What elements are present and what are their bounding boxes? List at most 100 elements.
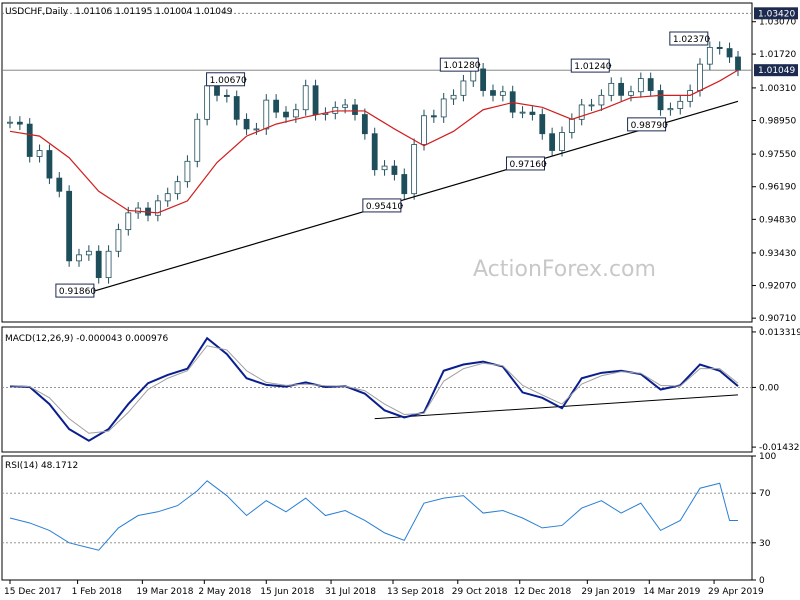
x-tick-label: 12 Dec 2018	[514, 587, 572, 597]
candle-body	[16, 121, 23, 125]
candle-body	[667, 108, 674, 111]
macd-tick-label: 0.00	[759, 383, 779, 393]
candle-body	[578, 104, 585, 120]
panel-frames	[1, 2, 753, 581]
price-tick-label: 0.96190	[759, 183, 796, 193]
candle-body	[194, 118, 201, 162]
panel-frame-price	[1, 2, 753, 323]
panel-frame-macd	[1, 326, 753, 453]
rsi-tick-label: 100	[759, 452, 776, 462]
candle-body	[66, 190, 73, 262]
candle-body	[7, 121, 13, 124]
candle-body	[706, 46, 713, 65]
macd-series-macd	[9, 336, 739, 442]
annotation-label: 0.95410	[366, 202, 403, 212]
reference-label-box	[754, 7, 798, 20]
candle-body	[174, 181, 181, 195]
candle-body	[95, 250, 102, 279]
candle-body	[697, 63, 703, 91]
x-axis: 15 Dec 2017 1 Feb 2018 19 Mar 2018 2 May 20…	[4, 580, 764, 597]
price-tick-label: 0.92070	[759, 282, 796, 292]
candle-body	[233, 96, 240, 120]
candle-body	[588, 104, 595, 107]
reference-lines	[2, 12, 752, 71]
candle-body	[154, 200, 161, 216]
annotation-box	[570, 58, 610, 73]
x-tick-label: 19 Mar 2018	[136, 587, 193, 597]
price-trendline	[95, 100, 739, 292]
annotation-label: 1.01280	[443, 61, 480, 71]
candle-body	[559, 132, 565, 151]
candle-body	[568, 118, 575, 133]
macd-trendline	[374, 394, 739, 420]
candle-body	[716, 46, 723, 49]
candle-body	[539, 114, 546, 135]
x-tick-label: 1 Feb 2018	[72, 587, 123, 597]
candle-body	[618, 82, 625, 96]
candle-body	[460, 80, 467, 96]
candle-body	[253, 128, 260, 131]
annotation-box	[55, 283, 95, 298]
reference-label: 1.01049	[758, 66, 795, 76]
candle-body	[292, 109, 299, 118]
candle-body	[371, 133, 378, 171]
candle-body	[421, 115, 427, 145]
candle-body	[76, 254, 82, 262]
candle-body	[223, 94, 230, 97]
x-tick-label: 29 Oct 2018	[452, 587, 508, 597]
rsi-title: RSI(14) 48.1712	[5, 461, 78, 471]
candle-body	[549, 133, 556, 151]
candle-body	[184, 160, 191, 183]
candle-body	[342, 104, 349, 108]
reference-label: 1.03420	[758, 9, 795, 19]
price-tick-label: 0.90710	[759, 314, 796, 324]
annotation-label: 0.97160	[509, 160, 546, 170]
candle-body	[164, 193, 171, 202]
y-axis: 1.03070 1.01720 1.00310 0.98950 0.97550 0.961…	[752, 7, 800, 586]
price-tick-label: 0.93430	[759, 249, 796, 259]
macd-title: MACD(12,26,9) -0.000043 0.000976	[5, 334, 168, 344]
candle-body	[135, 207, 142, 214]
x-tick-label: 13 Sep 2018	[387, 587, 444, 597]
price-tick-label: 0.98950	[759, 117, 796, 127]
candle-body	[628, 91, 634, 96]
candle-body	[214, 85, 220, 96]
candle-body	[735, 56, 741, 71]
x-tick-label: 15 Dec 2017	[4, 587, 62, 597]
candle-body	[312, 85, 319, 115]
candle-body	[637, 78, 644, 93]
annotation-box	[439, 57, 479, 72]
x-tick-label: 2 May 2018	[198, 587, 251, 597]
candle-body	[499, 91, 506, 96]
candle-body	[263, 99, 270, 130]
candle-body	[381, 165, 388, 171]
candle-body	[361, 114, 368, 135]
candle-body	[490, 90, 496, 96]
header-symbol: USDCHF,Daily	[5, 7, 69, 17]
price-tick-label: 0.97550	[759, 150, 796, 160]
reference-label-box	[754, 64, 798, 77]
annotation-box	[505, 156, 545, 171]
annotation-label: 1.02370	[673, 35, 710, 45]
candle-body	[125, 212, 132, 231]
price-tick-label: 1.00310	[759, 84, 796, 94]
rsi-panel	[2, 480, 752, 551]
candle-body	[480, 68, 487, 91]
candle-body	[26, 123, 33, 157]
macd-series-signal	[9, 345, 739, 434]
candle-body	[115, 229, 122, 252]
x-tick-label: 14 Mar 2019	[643, 587, 700, 597]
candle-body	[243, 118, 250, 130]
annotation-box	[362, 198, 402, 213]
candle-body	[430, 115, 437, 118]
macd-panel	[2, 336, 752, 442]
candle-body	[283, 111, 289, 118]
candle-body	[677, 100, 684, 109]
header-ohlc: 1.01106 1.01195 1.01004 1.01049	[75, 7, 233, 17]
rsi-tick-label: 0	[759, 576, 765, 586]
annotation-box	[206, 72, 246, 87]
candle-body	[352, 104, 358, 115]
x-tick-label: 29 Apr 2019	[708, 587, 764, 597]
candle-body	[440, 98, 447, 118]
